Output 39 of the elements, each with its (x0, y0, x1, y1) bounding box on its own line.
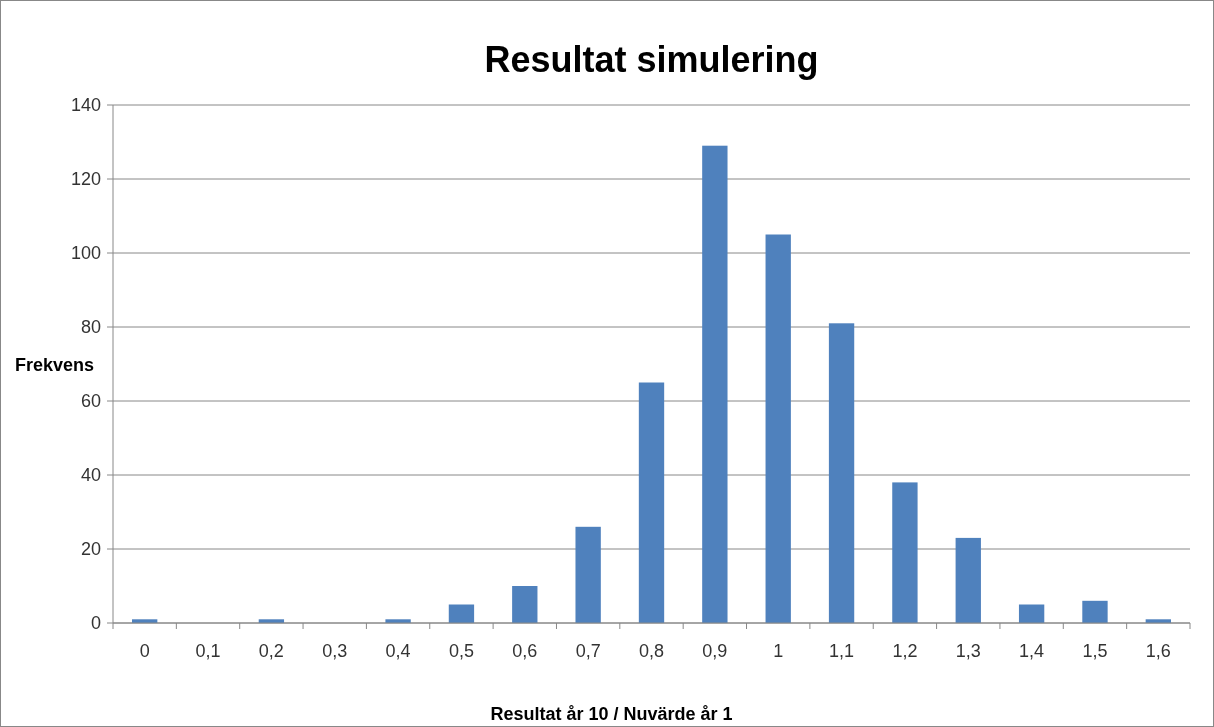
y-tick-label: 20 (80, 539, 101, 560)
bar (892, 482, 918, 623)
bar (512, 586, 538, 623)
bar (1018, 604, 1045, 623)
x-tick-label: 1,1 (829, 641, 855, 661)
x-tick-label: 1 (773, 641, 784, 661)
bar (955, 537, 981, 623)
bar (702, 145, 728, 623)
x-tick-label: 1,2 (892, 641, 918, 661)
chart-title: Resultat simulering (484, 39, 819, 80)
bar (575, 526, 601, 623)
x-tick-label: 1,4 (1019, 641, 1045, 661)
x-tick-label: 0,5 (448, 641, 474, 661)
x-tick-label: 1,3 (955, 641, 981, 661)
y-axis-title: Frekvens (15, 355, 95, 375)
x-tick-label: 0,9 (702, 641, 728, 661)
x-tick-label: 1,5 (1082, 641, 1108, 661)
x-tick-label: 0,1 (195, 641, 221, 661)
bar (1082, 600, 1108, 623)
bar (638, 382, 665, 623)
x-tick-label: 0,4 (385, 641, 411, 661)
x-tick-label: 1,6 (1145, 641, 1171, 661)
y-tick-label: 80 (80, 317, 101, 338)
x-tick-label: 0,6 (512, 641, 538, 661)
bar (448, 604, 475, 623)
x-axis-title: Resultat år 10 / Nuvärde år 1 (490, 704, 733, 724)
bar (828, 323, 855, 623)
y-tick-label: 140 (70, 95, 101, 116)
x-tick-label: 0,7 (575, 641, 601, 661)
x-tick-label: 0,2 (258, 641, 284, 661)
y-tick-label: 60 (80, 391, 101, 412)
bar (765, 234, 791, 623)
y-tick-label: 40 (80, 465, 101, 486)
x-tick-label: 0 (139, 641, 150, 661)
y-tick-label: 120 (70, 169, 101, 190)
y-tick-label: 100 (70, 243, 101, 264)
x-tick-label: 0,8 (638, 641, 665, 661)
y-tick-label: 0 (90, 613, 101, 634)
x-tick-label: 0,3 (322, 641, 348, 661)
